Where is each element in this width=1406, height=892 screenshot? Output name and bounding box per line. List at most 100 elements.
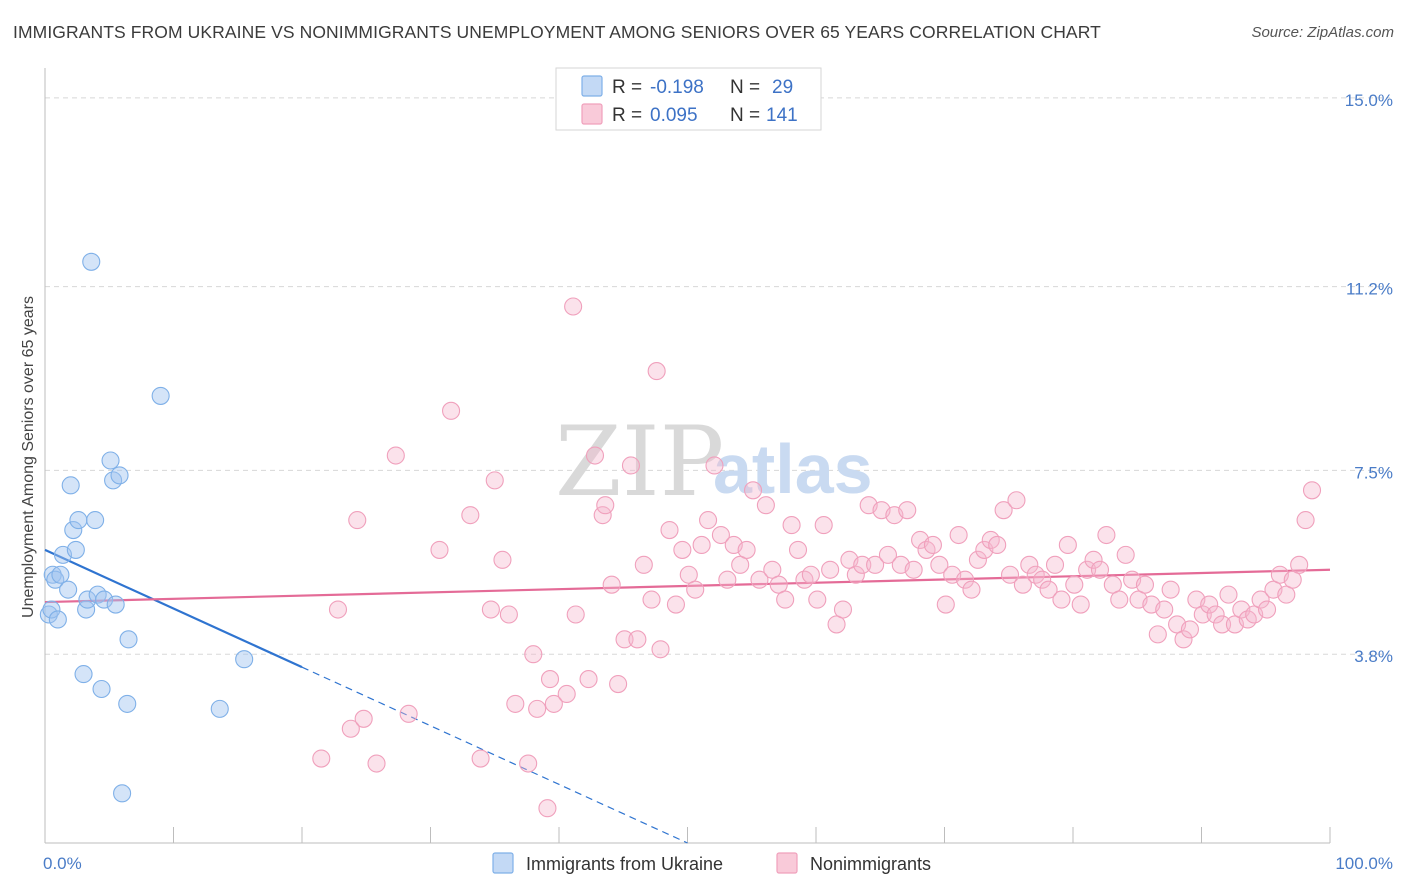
nonimmigrant-point-87 xyxy=(968,550,987,569)
nonimmigrant-point-30 xyxy=(602,575,621,594)
nonimmigrant-point-24 xyxy=(564,297,583,316)
nonimmigrant-point-40 xyxy=(666,595,685,614)
nonimmigrant-point-56 xyxy=(769,575,788,594)
nonimmigrant-point-103 xyxy=(1071,595,1090,614)
nonimmigrant-point-47 xyxy=(711,525,730,545)
nonimmigrant-point-65 xyxy=(827,615,846,634)
nonimmigrant-point-98 xyxy=(1039,580,1058,599)
ukraine-point-29 xyxy=(235,650,254,669)
gridlines xyxy=(45,97,1390,655)
ukraine-point-12 xyxy=(74,665,93,684)
nonimmigrant-point-99 xyxy=(1045,555,1065,574)
ukraine-point-7 xyxy=(59,580,78,599)
watermark: ZIP atlas xyxy=(555,406,873,518)
y-tick-label-2: 11.2% xyxy=(1346,280,1393,299)
nonimmigrant-point-12 xyxy=(481,600,500,619)
nonimmigrant-point-131 xyxy=(1251,590,1270,609)
ukraine-point-10 xyxy=(66,540,85,559)
nonimmigrant-point-9 xyxy=(442,401,461,420)
ukraine-point-18 xyxy=(92,679,111,699)
nonimmigrant-point-73 xyxy=(878,545,898,564)
y-tick-label-3: 15.0% xyxy=(1345,91,1393,110)
watermark-zip: ZIP xyxy=(555,406,724,518)
ukraine-point-28 xyxy=(210,699,229,718)
nonimmigrant-point-94 xyxy=(1013,575,1032,594)
tick-labels: 3.8% 7.5% 11.2% 15.0% 0.0% 100.0% xyxy=(43,91,1393,873)
ukraine-point-16 xyxy=(86,511,105,530)
nonimmigrant-point-69 xyxy=(853,555,872,574)
nonimmigrant-point-115 xyxy=(1148,625,1167,644)
ukraine-point-27 xyxy=(113,784,132,803)
chart-title: IMMIGRANTS FROM UKRAINE VS NONIMMIGRANTS… xyxy=(13,22,1101,42)
legend-n-value-1: 29 xyxy=(772,77,793,98)
nonimmigrant-point-135 xyxy=(1277,585,1296,604)
nonimmigrant-point-4 xyxy=(354,709,373,728)
y-axis-label: Unemployment Among Seniors over 65 years xyxy=(20,296,37,618)
nonimmigrant-point-123 xyxy=(1200,595,1219,614)
nonimmigrant-point-100 xyxy=(1052,590,1071,609)
nonimmigrant-point-15 xyxy=(499,605,518,624)
nonimmigrant-point-35 xyxy=(634,555,653,574)
nonimmigrant-point-68 xyxy=(846,565,865,584)
ukraine-point-25 xyxy=(119,630,138,649)
nonimmigrant-point-54 xyxy=(756,496,775,515)
nonimmigrant-point-50 xyxy=(731,555,750,574)
series-legend-label-ukraine: Immigrants from Ukraine xyxy=(526,854,723,874)
nonimmigrant-point-48 xyxy=(718,570,737,589)
legend-swatch-pink xyxy=(581,103,603,125)
ukraine-point-22 xyxy=(106,595,125,614)
nonimmigrant-point-110 xyxy=(1116,545,1135,564)
nonimmigrant-point-41 xyxy=(673,540,692,559)
nonimmigrant-point-76 xyxy=(898,501,917,520)
nonimmigrant-point-32 xyxy=(615,630,634,649)
nonimmigrant-point-108 xyxy=(1103,575,1122,594)
nonimmigrant-point-113 xyxy=(1135,575,1155,594)
nonimmigrant-point-85 xyxy=(956,570,975,589)
nonimmigrant-point-137 xyxy=(1290,555,1309,574)
nonimmigrant-point-138 xyxy=(1296,511,1315,530)
nonimmigrant-point-33 xyxy=(621,456,641,475)
ukraine-point-0 xyxy=(39,605,58,624)
y-tick-label-0: 3.8% xyxy=(1354,647,1393,666)
nonimmigrant-point-2 xyxy=(341,719,360,738)
nonimmigrant-point-37 xyxy=(647,362,666,381)
nonimmigrant-point-23 xyxy=(557,684,576,704)
nonimmigrant-point-120 xyxy=(1180,620,1199,639)
nonimmigrant-point-59 xyxy=(788,540,808,559)
nonimmigrant-point-90 xyxy=(988,535,1007,554)
nonimmigrant-point-126 xyxy=(1219,585,1238,604)
nonimmigrant-point-55 xyxy=(763,560,782,579)
x-tick-label-1: 100.0% xyxy=(1335,854,1393,873)
nonimmigrant-point-66 xyxy=(833,600,853,619)
ukraine-point-26 xyxy=(151,386,170,405)
nonimmigrant-point-101 xyxy=(1058,535,1077,554)
nonimmigrant-point-36 xyxy=(642,590,661,609)
nonimmigrant-point-104 xyxy=(1078,560,1097,579)
nonimmigrant-point-61 xyxy=(801,565,820,584)
nonimmigrant-point-117 xyxy=(1161,580,1180,599)
correlation-legend: R = -0.198 N = 29 R = 0.095 N = 141 xyxy=(555,67,822,131)
nonimmigrant-point-122 xyxy=(1193,605,1212,624)
nonimmigrant-point-105 xyxy=(1084,550,1103,569)
legend-n-value-2: 141 xyxy=(766,105,798,126)
nonimmigrant-point-124 xyxy=(1206,605,1225,624)
ukraine-point-5 xyxy=(48,610,67,629)
nonimmigrant-point-107 xyxy=(1097,525,1116,545)
ukraine-point-11 xyxy=(69,511,88,530)
nonimmigrant-point-93 xyxy=(1007,491,1026,510)
ukraine-point-9 xyxy=(64,520,83,540)
nonimmigrant-point-106 xyxy=(1090,560,1110,579)
ukraine-point-23 xyxy=(110,466,129,485)
nonimmigrant-point-81 xyxy=(930,555,949,574)
ukraine-point-1 xyxy=(42,600,61,619)
ukraine-point-24 xyxy=(118,694,137,713)
legend-r-label-1: R = xyxy=(612,77,642,98)
trend-line-ukraine xyxy=(44,548,303,669)
nonimmigrant-point-42 xyxy=(679,565,698,584)
nonimmigrant-point-14 xyxy=(493,550,512,569)
watermark-atlas: atlas xyxy=(713,430,873,508)
legend-n-label-1: N = xyxy=(730,77,760,98)
nonimmigrant-point-18 xyxy=(524,645,543,664)
nonimmigrant-point-34 xyxy=(628,630,647,649)
nonimmigrant-point-139 xyxy=(1302,481,1322,500)
